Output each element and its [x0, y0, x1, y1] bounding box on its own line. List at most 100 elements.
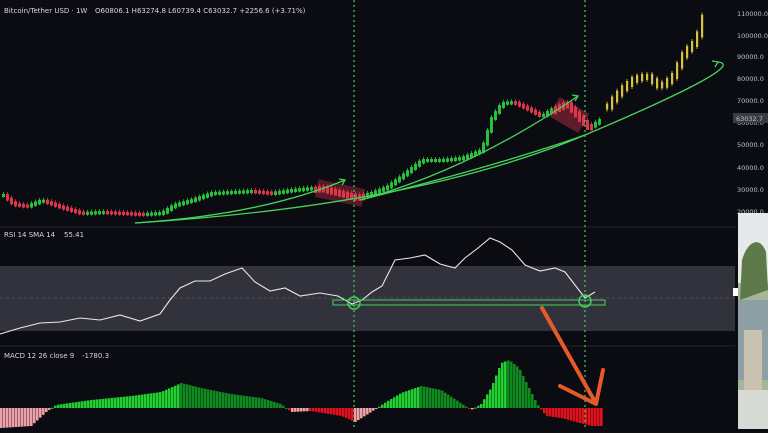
candle-body: [298, 188, 301, 192]
macd-bar: [228, 393, 231, 408]
candle-body: [406, 170, 409, 177]
macd-bar: [540, 408, 543, 410]
projected-candle-body: [696, 31, 699, 47]
macd-bar: [21, 408, 24, 427]
macd-bar: [183, 383, 186, 408]
projected-candle-body: [686, 46, 689, 59]
candle-body: [398, 176, 401, 183]
candle-body: [58, 203, 61, 209]
scroll-handle[interactable]: [733, 288, 738, 296]
macd-bar: [522, 376, 525, 408]
macd-bar: [216, 391, 219, 408]
candle-body: [338, 189, 341, 197]
macd-bar: [126, 396, 129, 408]
candle-body: [314, 186, 317, 193]
candle-body: [270, 191, 273, 195]
candle-body: [290, 189, 293, 193]
candle-body: [486, 129, 489, 146]
macd-bar: [132, 395, 135, 408]
projected-candle-body: [626, 81, 629, 92]
candle-body: [46, 199, 49, 205]
candle-body: [222, 191, 225, 195]
candle-body: [578, 111, 581, 122]
candle-body: [538, 111, 541, 117]
macd-label: MACD 12 26 close 9: [4, 352, 74, 360]
macd-bar: [90, 400, 93, 408]
candle-body: [178, 202, 181, 207]
macd-bar: [447, 394, 450, 408]
trendline-3: [359, 95, 579, 201]
candle-body: [246, 190, 249, 194]
candle-body: [566, 102, 569, 109]
webcam-overlay: [738, 213, 768, 429]
candle-body: [278, 190, 281, 195]
candle-body: [262, 190, 265, 195]
macd-bar: [309, 408, 312, 412]
price-tick-label: 30000.0: [737, 186, 764, 194]
candle-body: [154, 212, 157, 216]
macd-bar: [240, 395, 243, 408]
macd-bar: [435, 389, 438, 408]
macd-bar: [264, 399, 267, 408]
candle-body: [410, 167, 413, 174]
macd-bar: [54, 405, 57, 408]
projected-candle-body: [691, 41, 694, 52]
candle-body: [594, 121, 597, 128]
macd-bar: [507, 360, 510, 408]
macd-bar: [315, 408, 318, 412]
candle-body: [250, 190, 253, 194]
candle-body: [502, 101, 505, 108]
candle-body: [146, 212, 149, 216]
macd-bar: [531, 394, 534, 408]
candle-body: [294, 188, 297, 192]
candle-body: [14, 201, 17, 207]
candle-body: [438, 159, 441, 162]
macd-bar: [123, 396, 126, 408]
macd-bar: [471, 408, 474, 410]
candle-body: [534, 109, 537, 115]
price-tick-label: 40000.0: [737, 164, 764, 172]
candle-body: [474, 151, 477, 156]
macd-bar: [171, 387, 174, 408]
macd-bar: [411, 389, 414, 408]
macd-bar: [84, 400, 87, 408]
candle-body: [442, 158, 445, 162]
macd-bar: [135, 395, 138, 408]
candle-body: [118, 211, 121, 215]
macd-bar: [594, 408, 597, 426]
candle-body: [430, 159, 433, 162]
macd-bar: [258, 397, 261, 408]
candle-body: [238, 190, 241, 194]
macd-bar: [498, 368, 501, 408]
macd-bar: [192, 386, 195, 408]
macd-bar: [570, 408, 573, 421]
macd-bar: [168, 388, 171, 408]
macd-bar: [300, 408, 303, 412]
macd-bar: [207, 389, 210, 408]
candle-body: [366, 192, 369, 197]
macd-bar: [36, 408, 39, 421]
candle-body: [210, 192, 213, 197]
macd-bar: [516, 366, 519, 408]
macd-bar: [564, 408, 567, 420]
macd-bar: [114, 397, 117, 408]
macd-bar: [423, 386, 426, 408]
macd-bar: [546, 408, 549, 417]
price-tick-label: 110000.0: [737, 10, 768, 18]
macd-bar: [375, 408, 378, 409]
macd-bar: [438, 389, 441, 408]
candle-body: [150, 212, 153, 216]
projected-candle-body: [651, 73, 654, 85]
candle-body: [230, 191, 233, 195]
macd-bar: [543, 408, 546, 414]
candle-body: [82, 211, 85, 215]
candle-body: [38, 199, 41, 205]
macd-bar: [555, 408, 558, 418]
candle-body: [494, 111, 497, 120]
candle-body: [114, 211, 117, 215]
annotation-arrow-head: [558, 368, 605, 406]
macd-bar: [12, 408, 15, 428]
candle-body: [202, 194, 205, 200]
macd-bar: [144, 394, 147, 408]
